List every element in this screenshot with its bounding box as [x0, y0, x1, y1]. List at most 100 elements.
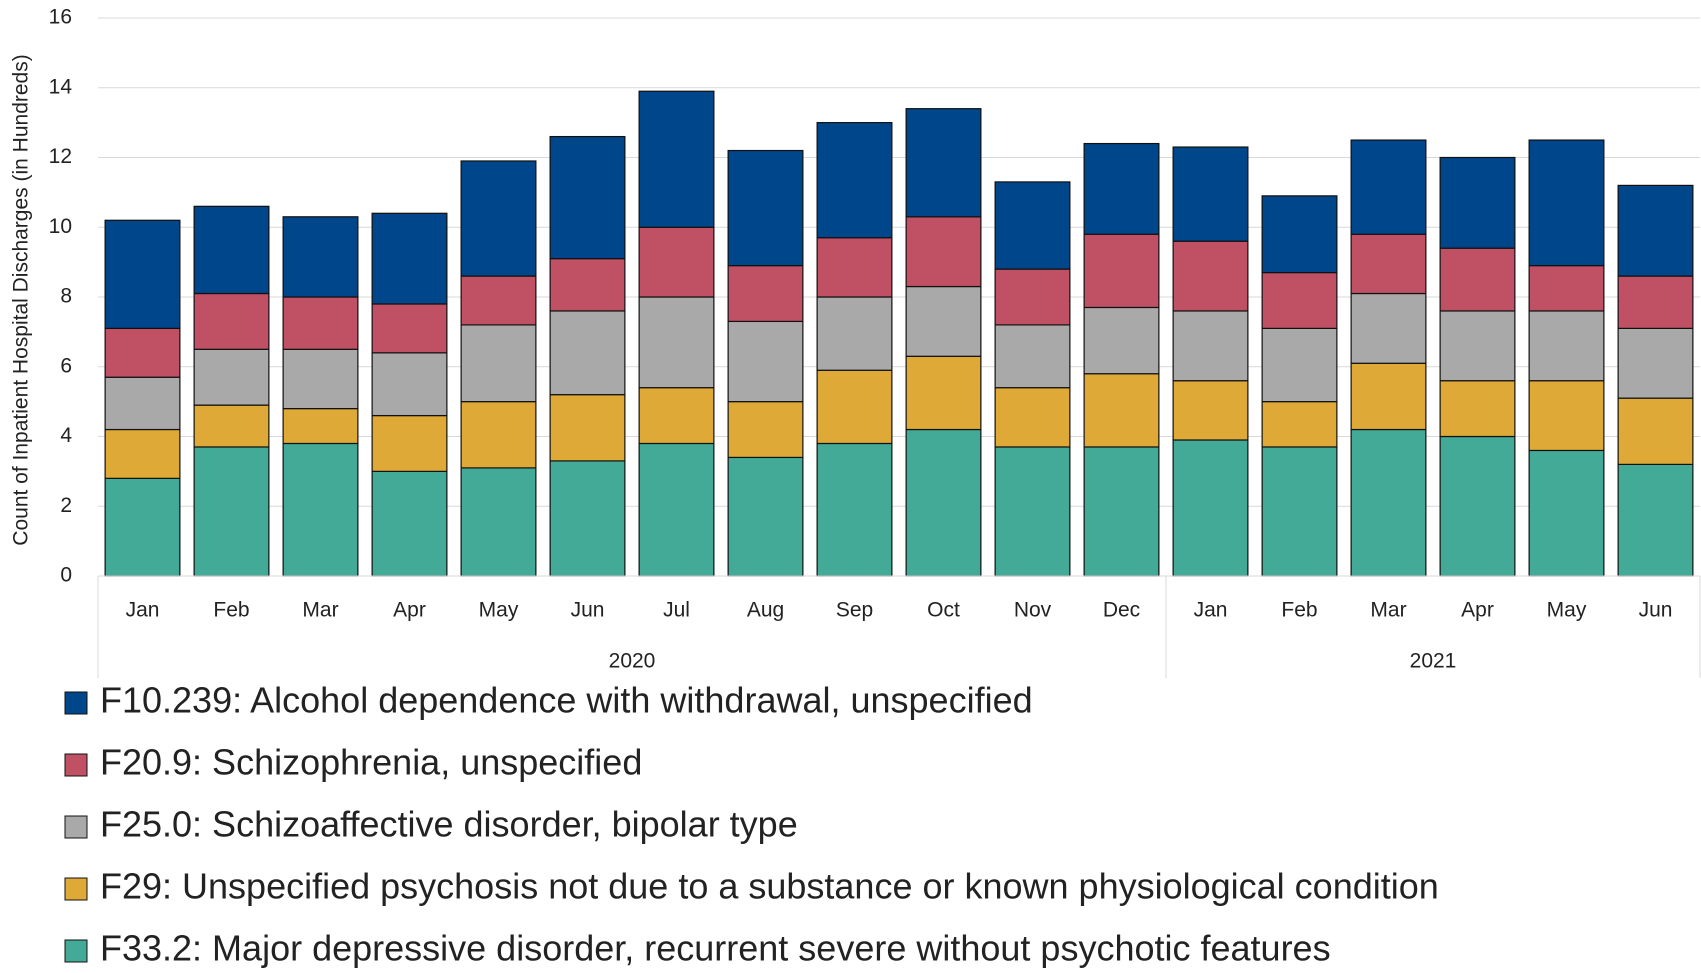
bar-segment: [1083, 306, 1160, 375]
bar-segment: [460, 160, 537, 277]
bar-segment: [1261, 401, 1338, 448]
bar-segment: [193, 205, 270, 295]
bar-segment: [549, 310, 626, 396]
bar-segment: [638, 442, 715, 577]
bar-segment: [994, 387, 1071, 448]
bar-segment: [104, 477, 181, 577]
bar-segment: [460, 467, 537, 577]
x-tick-label: Jan: [1194, 599, 1228, 622]
bar-segment: [460, 324, 537, 403]
bar-segment: [1350, 292, 1427, 364]
legend-label: F20.9: Schizophrenia, unspecified: [100, 742, 642, 783]
bar-segment: [1261, 195, 1338, 274]
bar-segment: [905, 355, 982, 431]
bar-segment: [1350, 139, 1427, 235]
bar-segment: [1172, 310, 1249, 382]
y-tick-label: 16: [49, 6, 72, 29]
y-tick-label: 12: [49, 145, 72, 168]
bar-segment: [1172, 380, 1249, 441]
legend-swatch: [64, 691, 88, 715]
bar-segment: [282, 442, 359, 577]
legend-swatch: [64, 939, 88, 963]
bar-segment: [1439, 310, 1516, 382]
bar-segment: [816, 237, 893, 298]
bar-segment: [1261, 271, 1338, 329]
x-tick-label: May: [479, 599, 519, 622]
bar-segment: [282, 408, 359, 445]
x-tick-label: Apr: [1461, 599, 1494, 622]
bar-segment: [638, 387, 715, 445]
bar-segment: [282, 216, 359, 298]
bar-segment: [816, 442, 893, 577]
bar-segment: [905, 285, 982, 357]
bar-segment: [1172, 146, 1249, 242]
x-tick-label: Oct: [927, 599, 960, 622]
x-tick-label: Aug: [747, 599, 784, 622]
x-tick-label: Dec: [1103, 599, 1140, 622]
bar-segment: [193, 292, 270, 350]
bar-segment: [727, 149, 804, 267]
legend-swatch: [64, 877, 88, 901]
bar-segment: [371, 212, 448, 305]
bar-segment: [994, 268, 1071, 326]
bar-segment: [1528, 265, 1605, 312]
bar-segment: [1439, 247, 1516, 312]
x-tick-label: Nov: [1014, 599, 1052, 622]
group-label: 2021: [1410, 650, 1457, 673]
bar-segment: [104, 376, 181, 431]
bar-segment: [1083, 446, 1160, 577]
bar-segment: [1617, 397, 1694, 466]
bar-segment: [727, 401, 804, 459]
bar-segment: [727, 456, 804, 577]
y-tick-label: 10: [49, 215, 72, 238]
x-tick-label: Jun: [1639, 599, 1673, 622]
bar-segment: [638, 226, 715, 298]
y-tick-label: 6: [60, 354, 72, 377]
bar-segment: [905, 216, 982, 288]
legend-label: F10.239: Alcohol dependence with withdra…: [100, 680, 1033, 721]
bar-segment: [994, 446, 1071, 577]
bar-segment: [816, 369, 893, 445]
x-tick-label: Feb: [213, 599, 249, 622]
x-tick-label: Apr: [393, 599, 426, 622]
x-tick-label: May: [1547, 599, 1587, 622]
bar-segment: [104, 428, 181, 479]
bar-segment: [816, 122, 893, 239]
x-tick-label: Feb: [1281, 599, 1317, 622]
bar-segment: [1172, 240, 1249, 312]
bar-segment: [371, 470, 448, 577]
bar-segment: [460, 275, 537, 326]
bar-segment: [1617, 275, 1694, 329]
x-tick-label: Jun: [571, 599, 605, 622]
bar-segment: [193, 446, 270, 577]
bar-segment: [549, 394, 626, 462]
bar-segment: [371, 414, 448, 472]
x-tick-label: Jan: [126, 599, 160, 622]
bar-segment: [282, 348, 359, 410]
y-axis-label: Count of Inpatient Hospital Discharges (…: [10, 54, 33, 545]
bar-segment: [727, 265, 804, 323]
bar-segment: [638, 90, 715, 228]
bar-segment: [1350, 233, 1427, 295]
bar-segment: [1350, 428, 1427, 577]
x-tick-label: Mar: [1370, 599, 1406, 622]
bar-segment: [905, 108, 982, 218]
bar-segment: [1439, 156, 1516, 249]
bar-segment: [1528, 380, 1605, 452]
bar-segment: [282, 296, 359, 350]
x-tick-label: Mar: [302, 599, 338, 622]
y-tick-label: 0: [60, 564, 72, 587]
bar-segment: [1528, 449, 1605, 577]
legend-swatch: [64, 815, 88, 839]
y-tick-label: 2: [60, 494, 72, 517]
bar-segment: [1617, 327, 1694, 399]
legend-swatch: [64, 753, 88, 777]
bar-segment: [1439, 380, 1516, 438]
bar-segment: [460, 401, 537, 469]
legend-label: F25.0: Schizoaffective disorder, bipolar…: [100, 804, 798, 845]
bar-segment: [994, 181, 1071, 270]
bar-segment: [104, 327, 181, 378]
x-tick-label: Jul: [663, 599, 690, 622]
y-tick-label: 4: [60, 424, 72, 447]
